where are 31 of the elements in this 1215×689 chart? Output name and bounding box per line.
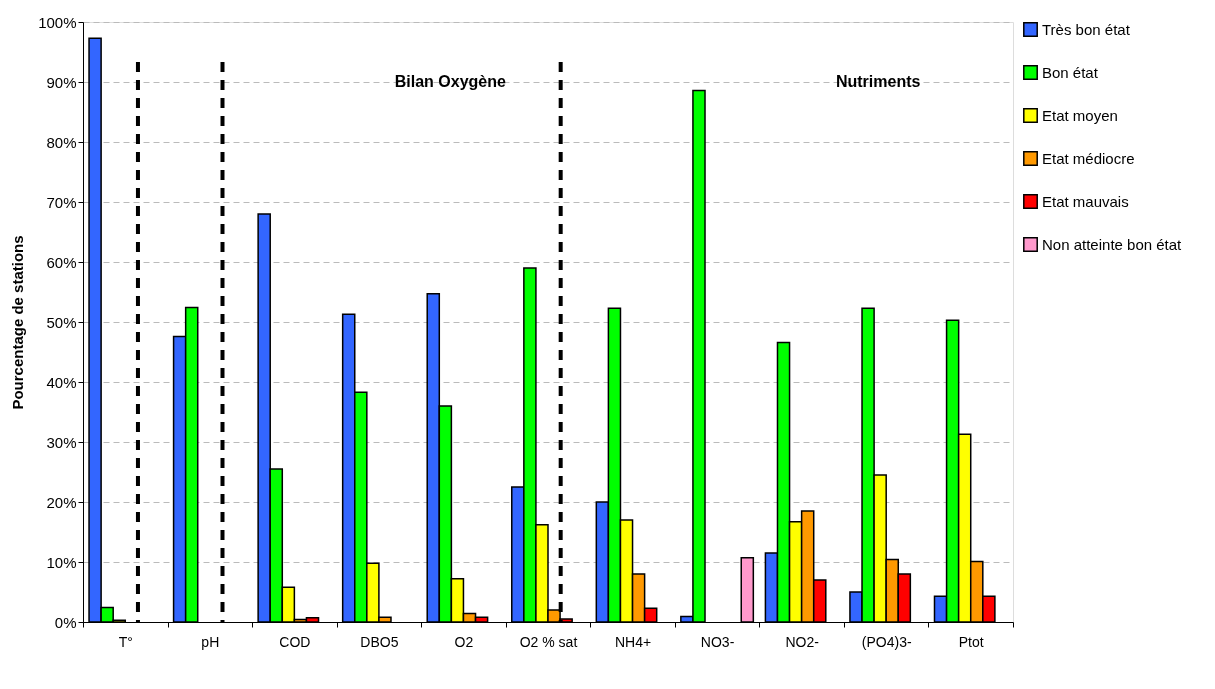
y-tick-label: 20% [46,493,77,511]
legend-label: Non atteinte bon état [1042,235,1183,253]
x-tick-label: O2 [454,633,474,650]
annotation: Bilan Oxygène [394,73,507,90]
y-axis-title: Pourcentage de stations [9,235,27,410]
y-tick-label: 40% [46,373,77,391]
x-tick-label: O2 % sat [519,633,578,650]
x-tick-label: T° [118,633,133,650]
x-tick-label: pH [201,633,220,650]
legend-label: Etat médiocre [1042,149,1135,167]
x-tick-label: Ptot [958,633,984,650]
x-tick-label: (PO4)3- [861,633,912,650]
y-tick-label: 90% [46,73,77,91]
legend-label: Très bon état [1042,20,1131,38]
legend-label: Etat mauvais [1042,192,1129,210]
x-tick-label: NO2- [785,633,820,650]
x-tick-label: NO3- [700,633,735,650]
legend-label: Etat moyen [1042,106,1118,124]
y-tick-label: 10% [46,553,77,571]
y-tick-label: 0% [54,613,77,631]
legend-label: Bon état [1042,63,1099,81]
y-tick-label: 70% [46,193,77,211]
x-tick-label: DBO5 [360,633,399,650]
y-tick-label: 80% [46,133,77,151]
y-tick-label: 50% [46,313,77,331]
y-tick-label: 30% [46,433,77,451]
x-tick-label: COD [279,633,311,650]
annotation: Nutriments [835,73,921,90]
y-tick-label: 60% [46,253,77,271]
x-tick-label: NH4+ [614,633,652,650]
y-tick-label: 100% [38,13,77,31]
